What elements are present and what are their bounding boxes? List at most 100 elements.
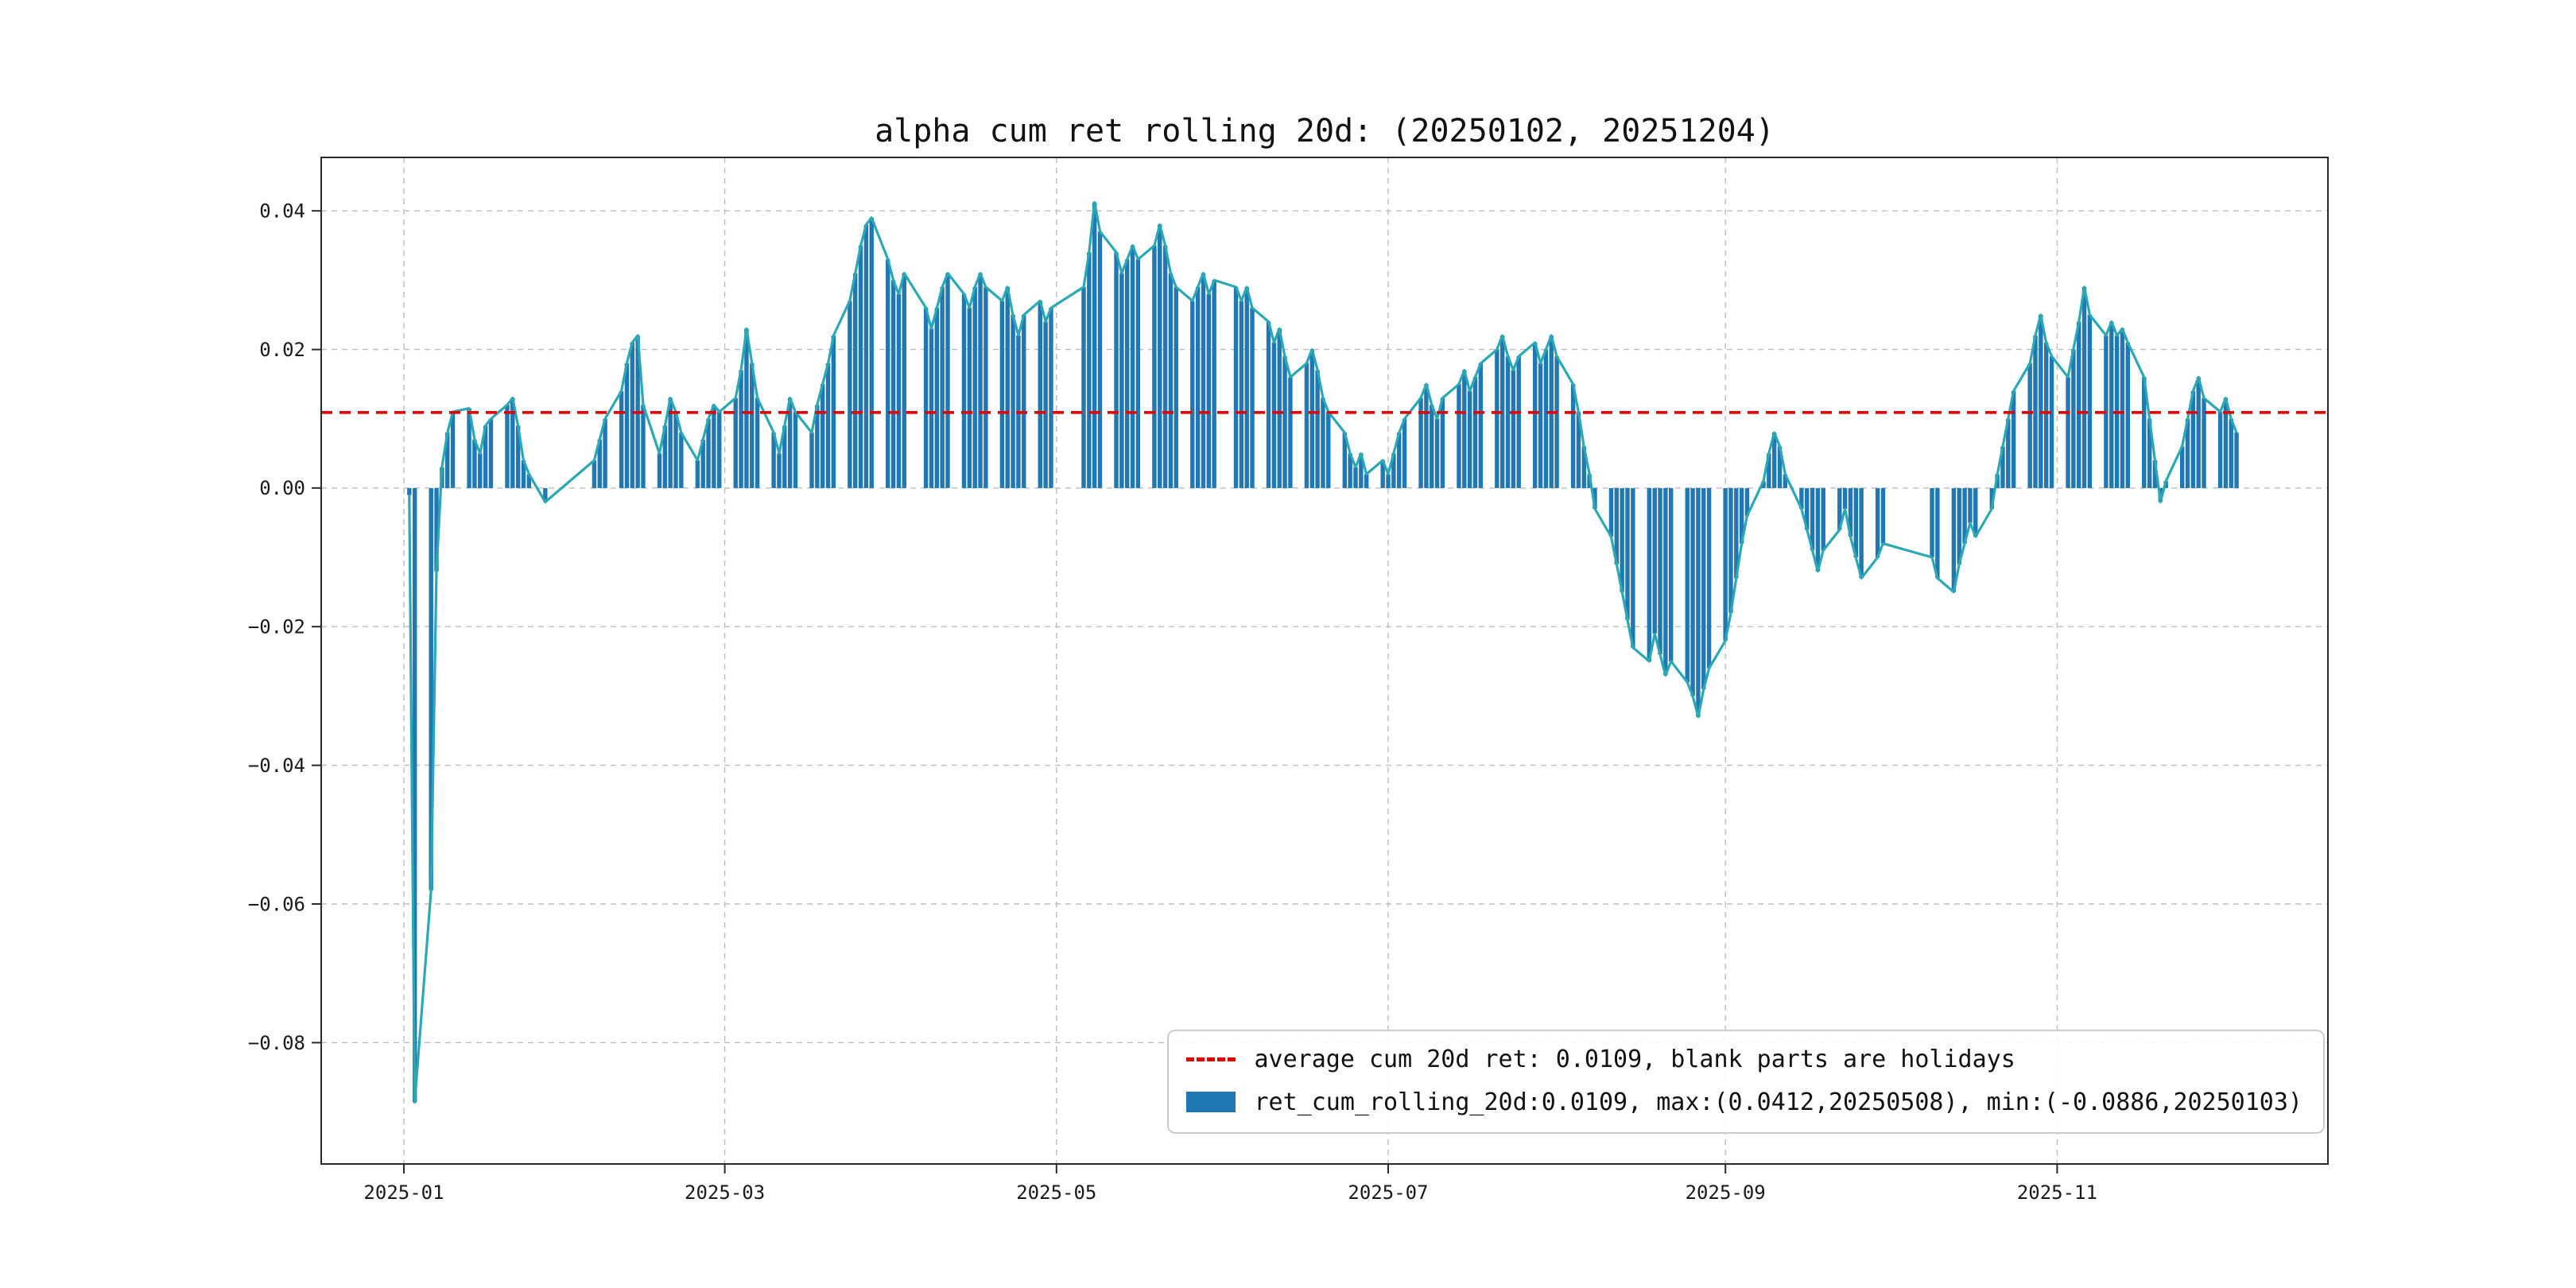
bar xyxy=(597,439,602,488)
bar xyxy=(1554,356,1559,488)
bar xyxy=(488,418,494,488)
bar xyxy=(630,342,634,488)
bar xyxy=(929,328,934,488)
bar xyxy=(1614,487,1620,564)
bar xyxy=(2066,377,2070,488)
bar xyxy=(1022,314,1026,488)
bar xyxy=(1821,487,1825,551)
bar xyxy=(1135,259,1141,488)
bar xyxy=(1842,487,1848,510)
bar xyxy=(1043,321,1048,488)
bar xyxy=(1696,487,1701,717)
bar xyxy=(2077,321,2081,488)
bar xyxy=(1593,487,1597,510)
bar xyxy=(1430,405,1434,488)
bar xyxy=(1462,370,1467,488)
bar xyxy=(2027,363,2032,488)
bars xyxy=(407,202,2239,1103)
bar xyxy=(603,418,607,488)
bar xyxy=(1277,328,1282,488)
bar xyxy=(983,287,988,488)
bar xyxy=(2229,418,2233,488)
bar xyxy=(853,273,858,488)
bar xyxy=(1309,349,1314,488)
bar xyxy=(641,405,646,488)
legend: average cum 20d ret: 0.0109, blank parts… xyxy=(1166,1030,2325,1134)
bar xyxy=(1152,245,1157,488)
bar xyxy=(1380,460,1385,488)
bar xyxy=(940,287,945,488)
bar xyxy=(1880,487,1886,544)
bar xyxy=(739,370,743,488)
bar xyxy=(2185,418,2190,488)
bar xyxy=(1663,487,1668,676)
bar xyxy=(1353,467,1358,488)
bar xyxy=(1130,245,1135,488)
series-bar-sample xyxy=(1185,1092,1236,1113)
bar xyxy=(1962,487,1967,544)
bar xyxy=(505,405,510,488)
y-tick-label: 0.00 xyxy=(259,477,305,499)
axes xyxy=(312,157,2329,1174)
bar xyxy=(679,433,684,488)
bar xyxy=(744,328,749,488)
bar xyxy=(863,224,869,488)
bar xyxy=(2179,446,2185,488)
bar xyxy=(521,460,526,488)
x-tick-label: 2025-11 xyxy=(2017,1181,2097,1204)
bar xyxy=(1652,487,1657,634)
bar xyxy=(967,308,972,488)
bar xyxy=(848,301,852,488)
bar xyxy=(1631,487,1635,648)
bar xyxy=(972,287,977,488)
bar xyxy=(1304,363,1309,488)
bar xyxy=(1168,273,1174,488)
bar xyxy=(2033,336,2038,488)
bar xyxy=(2109,321,2114,488)
bar xyxy=(706,418,711,488)
y-tick-label: −0.06 xyxy=(248,893,305,915)
y-tick-label: −0.04 xyxy=(248,755,305,777)
bar xyxy=(695,460,700,488)
bar xyxy=(2006,418,2011,488)
bar xyxy=(1114,252,1119,488)
bar xyxy=(1364,474,1369,488)
y-tick-label: 0.04 xyxy=(259,200,305,223)
bar xyxy=(1837,487,1842,530)
bar xyxy=(526,474,532,488)
bar xyxy=(1397,433,1402,488)
bar xyxy=(858,245,863,488)
bar xyxy=(1315,370,1320,488)
x-tick-label: 2025-01 xyxy=(363,1181,444,1204)
bar xyxy=(1495,349,1499,488)
legend-label-average: average cum 20d ret: 0.0109, blank parts… xyxy=(1254,1046,2015,1073)
bar xyxy=(1081,287,1086,488)
bar xyxy=(2039,314,2043,488)
bar xyxy=(434,487,439,572)
bar xyxy=(1201,273,1206,488)
bar xyxy=(978,273,983,488)
bar xyxy=(1620,487,1624,592)
bar xyxy=(809,433,814,488)
bar xyxy=(2043,342,2049,488)
bar xyxy=(619,390,624,488)
bar xyxy=(1581,446,1586,488)
bar xyxy=(815,405,820,488)
bar xyxy=(1859,487,1864,579)
bar xyxy=(1706,487,1712,669)
bar xyxy=(1848,487,1853,537)
bar xyxy=(2049,356,2054,488)
bar xyxy=(1658,487,1662,655)
bar xyxy=(1777,446,1783,488)
series-line-group xyxy=(408,201,2238,1104)
bar xyxy=(1701,487,1706,689)
bar xyxy=(869,217,874,488)
bar xyxy=(1739,487,1744,544)
bar xyxy=(1685,487,1690,683)
bar xyxy=(1815,487,1821,572)
bar xyxy=(1239,301,1244,488)
bar xyxy=(1853,487,1858,558)
bar xyxy=(1761,481,1766,488)
bar xyxy=(1087,252,1092,488)
bar xyxy=(1957,487,1961,564)
